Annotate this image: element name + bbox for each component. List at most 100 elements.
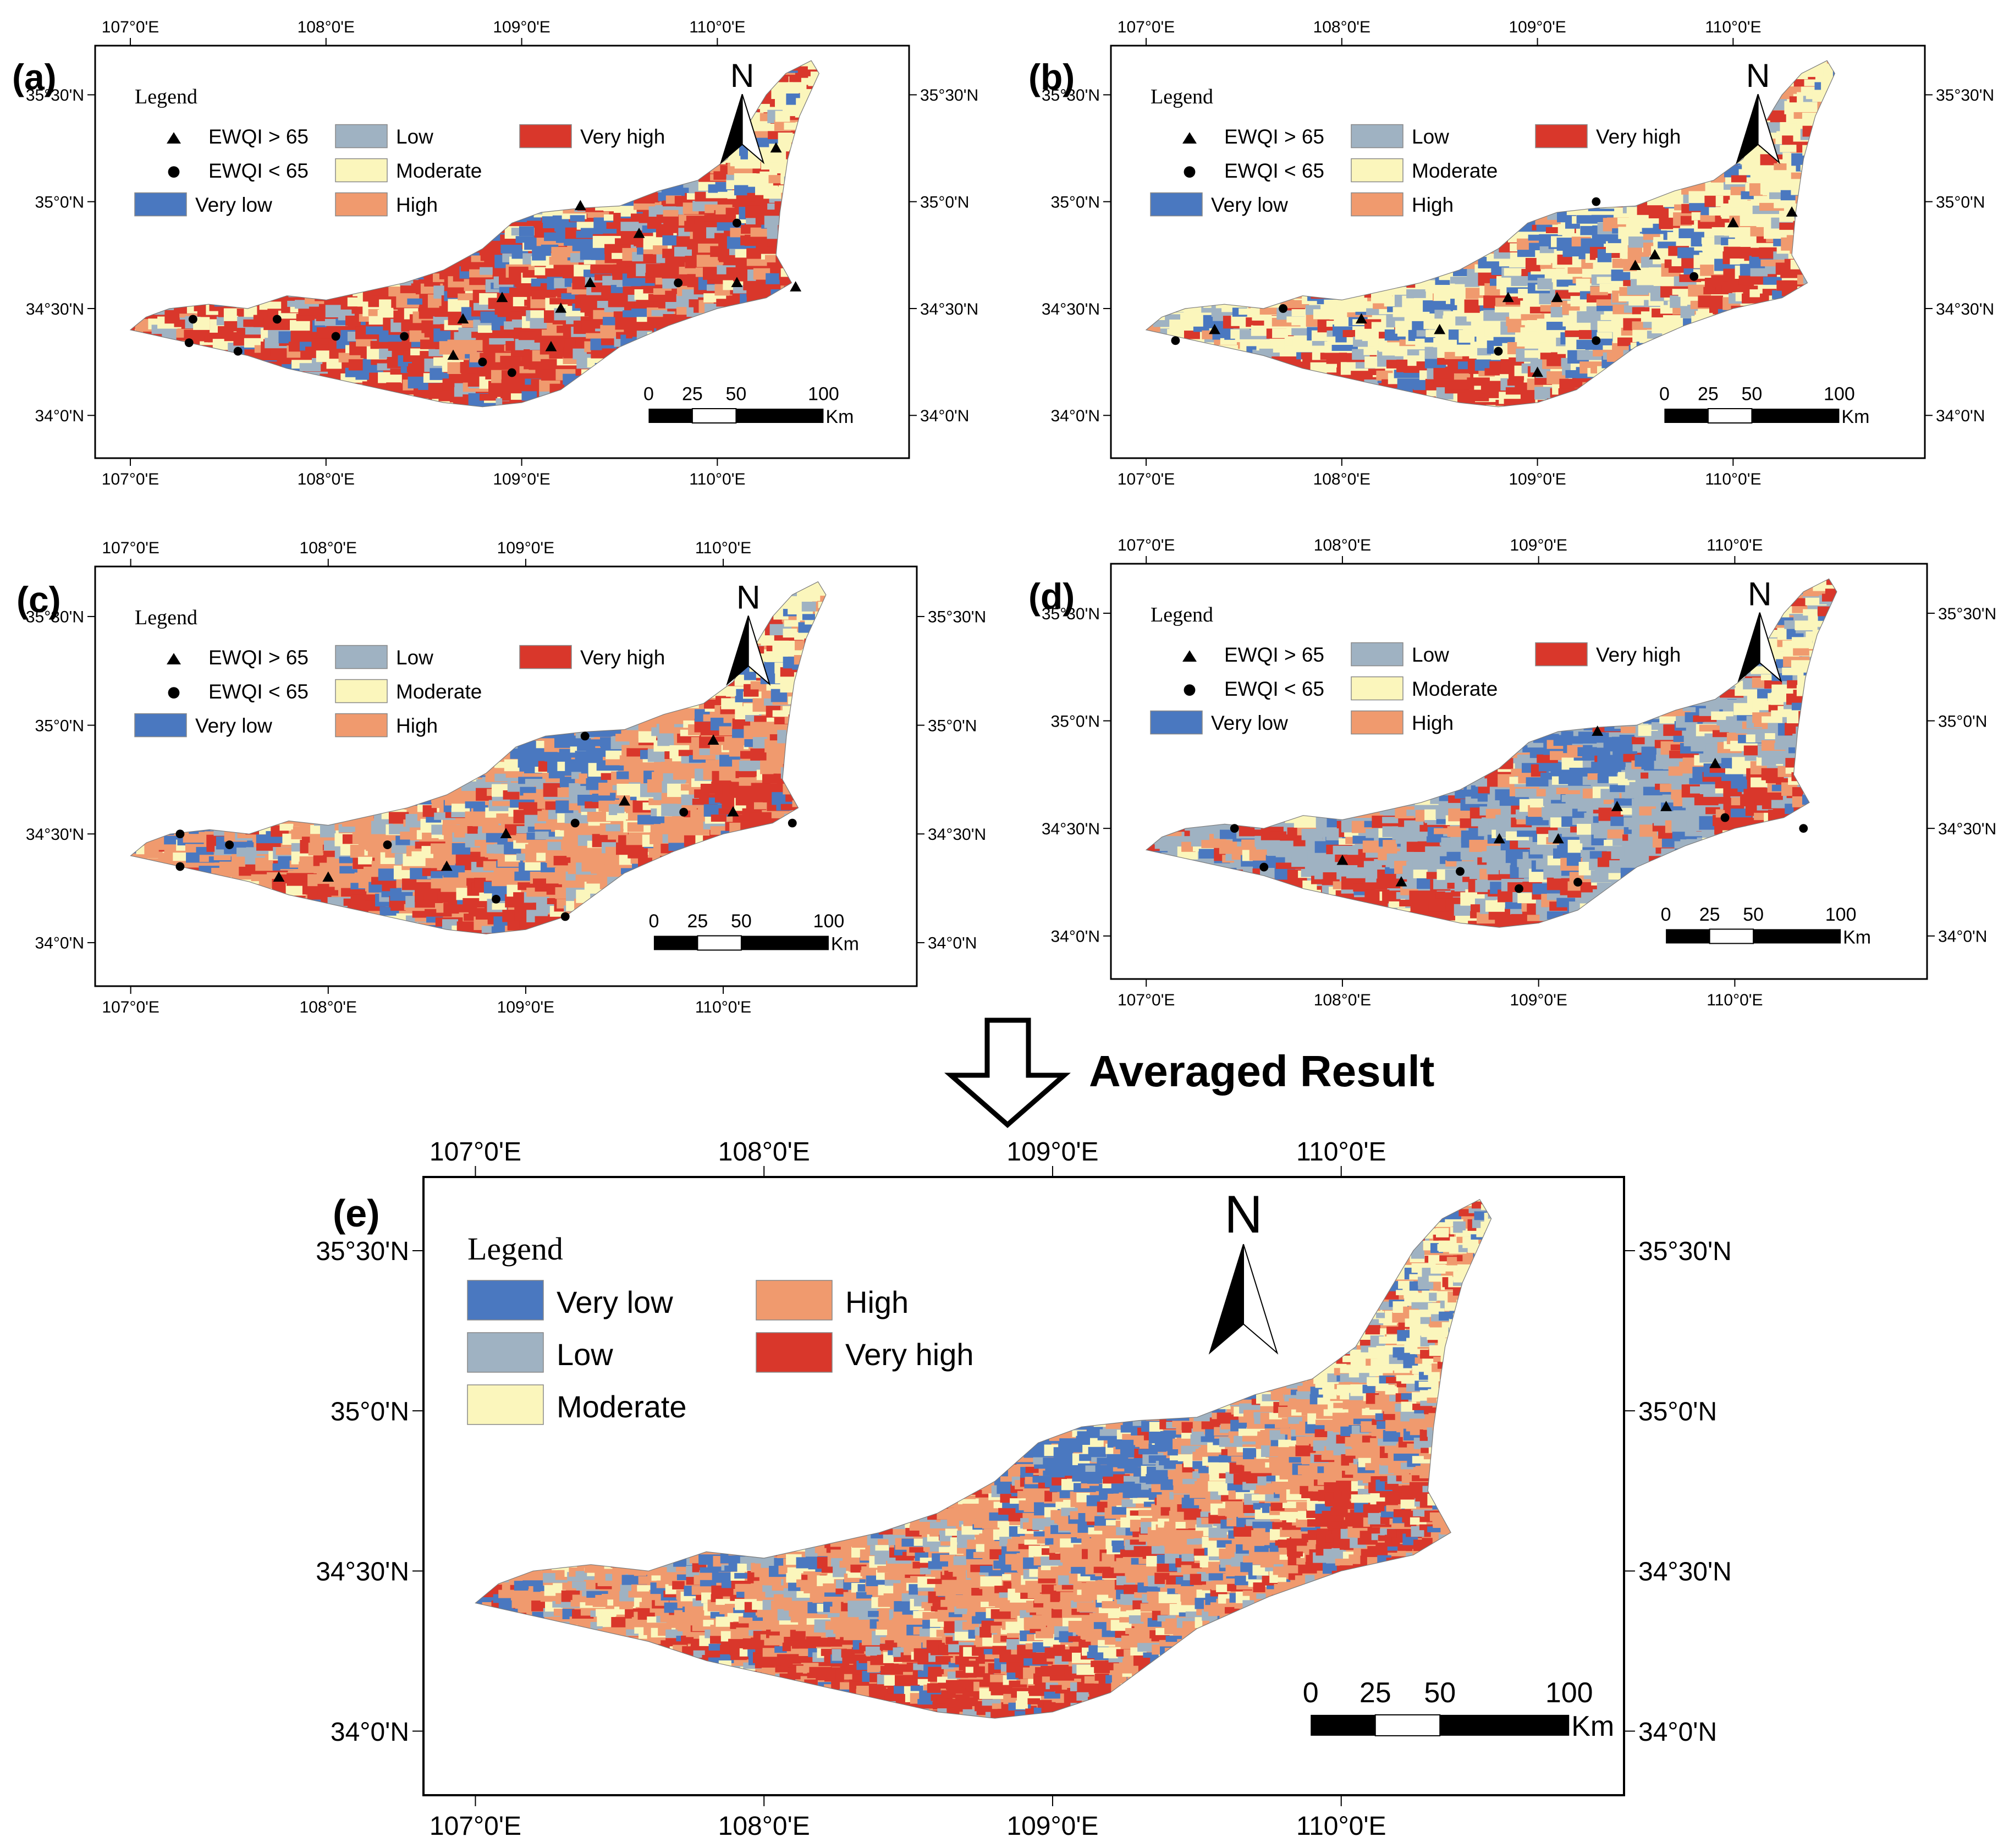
lon-label-top: 110°0'E bbox=[689, 18, 745, 36]
class-patch bbox=[733, 275, 753, 282]
class-patch bbox=[379, 299, 394, 312]
class-patch bbox=[561, 293, 579, 300]
class-patch bbox=[371, 358, 387, 365]
class-patch bbox=[510, 275, 526, 282]
class-patch bbox=[224, 320, 240, 332]
class-patch bbox=[714, 233, 743, 240]
scale-bar-label: 25 bbox=[682, 383, 703, 404]
class-patch bbox=[1331, 345, 1358, 351]
class-patch bbox=[1537, 278, 1553, 290]
map-panel-a: 107°0'E107°0'E108°0'E108°0'E109°0'E109°0… bbox=[12, 18, 978, 488]
class-patch bbox=[662, 266, 679, 279]
sample-point-circle bbox=[1494, 346, 1503, 356]
class-patch bbox=[386, 382, 401, 393]
region-outline bbox=[129, 60, 819, 408]
class-patch bbox=[651, 310, 674, 316]
class-patch bbox=[419, 306, 438, 319]
lon-label-bottom: 107°0'E bbox=[102, 470, 159, 488]
lon-label-bottom: 108°0'E bbox=[298, 470, 355, 488]
class-patch bbox=[531, 290, 556, 300]
lon-label-bottom: 110°0'E bbox=[689, 470, 745, 488]
lat-label-left: 34°0'N bbox=[35, 407, 84, 425]
legend-item-label: EWQI < 65 bbox=[208, 160, 309, 182]
class-patch bbox=[1351, 371, 1373, 382]
class-patch bbox=[1658, 276, 1673, 283]
legend-item-label: Very high bbox=[580, 125, 665, 148]
sample-point-triangle bbox=[447, 349, 459, 360]
sample-point-circle bbox=[400, 332, 409, 341]
class-patch bbox=[390, 369, 407, 375]
lat-label-left: 35°0'N bbox=[35, 193, 84, 211]
class-patch bbox=[223, 308, 239, 321]
legend-swatch bbox=[134, 192, 187, 217]
legend-swatch bbox=[335, 158, 388, 183]
class-patch bbox=[766, 273, 780, 284]
class-patch bbox=[748, 180, 773, 187]
class-patch bbox=[1406, 289, 1426, 299]
class-patch bbox=[477, 325, 493, 333]
lon-label-top: 108°0'E bbox=[298, 18, 355, 36]
lat-label-right: 34°0'N bbox=[920, 407, 969, 425]
sample-point-triangle bbox=[457, 313, 469, 324]
legend-swatch bbox=[519, 124, 572, 148]
sample-point-circle bbox=[733, 218, 741, 228]
sample-point-circle bbox=[1171, 336, 1180, 345]
sample-point-triangle bbox=[770, 142, 782, 153]
class-patch bbox=[1310, 362, 1340, 374]
class-patch bbox=[296, 314, 313, 321]
class-patch bbox=[1284, 346, 1312, 353]
sample-point-circle bbox=[1279, 304, 1287, 313]
legend-title: Legend bbox=[135, 85, 197, 108]
class-patch bbox=[612, 295, 641, 301]
class-patch bbox=[515, 372, 535, 380]
class-patch bbox=[174, 320, 189, 327]
sample-point-triangle bbox=[731, 277, 743, 288]
class-patch bbox=[1536, 256, 1551, 265]
class-patch bbox=[570, 215, 585, 222]
sample-point-circle bbox=[184, 338, 194, 348]
class-patch bbox=[613, 311, 628, 317]
class-patch bbox=[593, 310, 621, 320]
class-patch bbox=[1364, 356, 1381, 369]
class-patch bbox=[499, 287, 516, 294]
lat-label-left: 35°30'N bbox=[26, 86, 84, 105]
scale-bar-segment bbox=[648, 409, 692, 423]
lat-label-right: 34°30'N bbox=[920, 300, 978, 318]
class-patch bbox=[734, 185, 757, 196]
class-patch bbox=[1292, 337, 1311, 346]
class-patch bbox=[580, 228, 603, 234]
class-patch bbox=[408, 363, 428, 375]
class-patch bbox=[576, 222, 595, 230]
legend-circle-icon bbox=[168, 166, 180, 178]
class-patch bbox=[471, 332, 490, 338]
class-patch bbox=[736, 194, 751, 207]
sample-point-triangle bbox=[790, 281, 802, 292]
panel-tag: (a) bbox=[12, 57, 57, 97]
sample-point-circle bbox=[1592, 336, 1601, 345]
lon-label-top: 107°0'E bbox=[102, 18, 159, 36]
legend-triangle-icon bbox=[167, 132, 181, 144]
sample-point-triangle bbox=[545, 340, 557, 351]
lat-label-left: 34°30'N bbox=[26, 300, 84, 318]
class-patch bbox=[1272, 328, 1288, 338]
class-patch bbox=[643, 252, 661, 263]
class-patch bbox=[419, 391, 434, 398]
class-patch bbox=[378, 372, 402, 383]
sample-point-circle bbox=[478, 358, 487, 367]
class-patch bbox=[663, 210, 679, 217]
class-patch bbox=[1463, 327, 1478, 337]
lat-label-right: 35°30'N bbox=[920, 86, 978, 105]
class-patch bbox=[665, 290, 680, 302]
sample-point-triangle bbox=[633, 227, 645, 238]
sample-point-circle bbox=[507, 368, 516, 377]
scale-bar-segment bbox=[691, 408, 737, 424]
class-patch bbox=[1699, 252, 1717, 260]
sample-point-circle bbox=[188, 315, 197, 324]
class-patch bbox=[287, 300, 301, 307]
class-patch bbox=[746, 289, 762, 297]
class-patch bbox=[513, 295, 527, 306]
class-patch bbox=[587, 211, 609, 218]
class-patch bbox=[420, 339, 439, 349]
class-patch bbox=[519, 226, 534, 237]
